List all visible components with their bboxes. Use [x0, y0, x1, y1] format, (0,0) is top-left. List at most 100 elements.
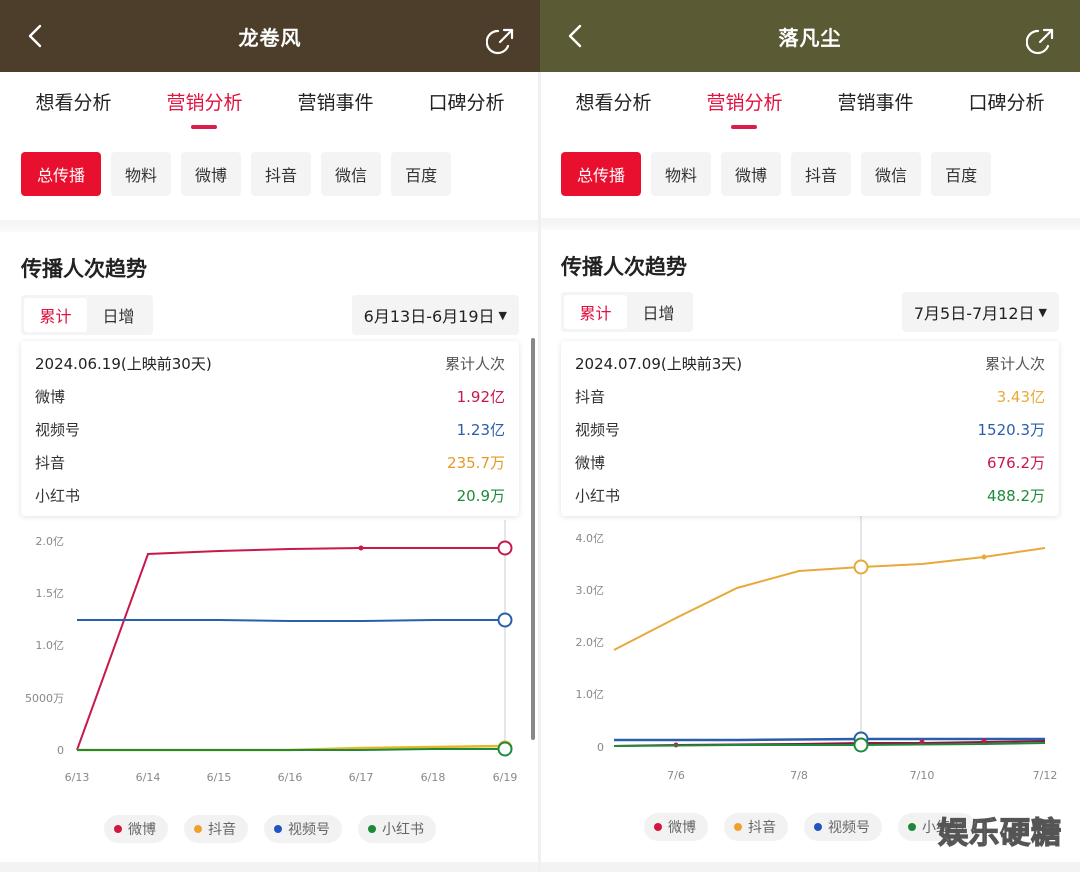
svg-text:0: 0: [57, 744, 64, 757]
tooltip-row-value: 1.92亿: [456, 388, 505, 406]
svg-text:1.0亿: 1.0亿: [36, 639, 65, 652]
tooltip-row-name: 视频号: [35, 421, 81, 439]
svg-text:7/12: 7/12: [1033, 769, 1058, 782]
tooltip-row-value: 235.7万: [447, 454, 505, 472]
y-axis-labels: 2.0亿 1.5亿 1.0亿 5000万 0: [25, 535, 64, 757]
chip-baidu[interactable]: 百度: [931, 152, 992, 196]
legend-item-weibo[interactable]: 微博: [644, 813, 708, 841]
chip-douyin[interactable]: 抖音: [791, 152, 852, 196]
date-range-select[interactable]: 7月5日-7月12日 ▼: [901, 292, 1059, 332]
tooltip-row-name: 小红书: [35, 487, 81, 505]
dot-icon: [734, 823, 742, 831]
legend-item-douyin[interactable]: 抖音: [724, 813, 788, 841]
chip-wechat[interactable]: 微信: [861, 152, 922, 196]
chip-wechat[interactable]: 微信: [321, 152, 382, 196]
chip-total[interactable]: 总传播: [21, 152, 101, 196]
highlight-point-xiaohongshu: [497, 741, 513, 757]
watermark: 娱乐硬糖: [937, 815, 1062, 851]
toggle-daily[interactable]: 日增: [642, 304, 675, 323]
tooltip-row: 微博 1.92亿: [35, 380, 505, 413]
tooltip-row-name: 抖音: [575, 388, 606, 406]
svg-text:6/13: 6/13: [65, 771, 90, 784]
mode-toggle: 累计 日增: [561, 292, 693, 332]
dot-icon: [114, 825, 122, 833]
legend-item-xiaohongshu[interactable]: 小红书: [358, 815, 436, 843]
series-shipinhao: [77, 619, 505, 622]
legend-item-xiaohongshu[interactable]: 小红书: [898, 813, 976, 841]
chip-weibo[interactable]: 微博: [721, 152, 782, 196]
svg-text:6/16: 6/16: [278, 771, 303, 784]
series-weibo: [76, 547, 505, 751]
tooltip-row-value: 20.9万: [456, 487, 505, 505]
svg-text:6/14: 6/14: [136, 771, 161, 784]
legend-label: 微博: [668, 820, 696, 836]
toggle-cumulative[interactable]: 累计: [564, 295, 627, 329]
bottom-divider: [0, 862, 540, 872]
legend-item-douyin[interactable]: 抖音: [184, 815, 248, 843]
tooltip-metric-label: 累计人次: [444, 355, 505, 373]
series-xiaohongshu: [77, 748, 505, 751]
tab-reputation-analysis[interactable]: 口碑分析: [428, 92, 505, 114]
legend-item-shipinhao[interactable]: 视频号: [264, 815, 342, 843]
highlight-point-weibo: [497, 540, 513, 556]
tooltip-row: 视频号 1520.3万: [575, 413, 1045, 446]
tooltip-metric-label: 累计人次: [984, 355, 1045, 373]
dot-icon: [368, 825, 376, 833]
section-divider: [0, 220, 540, 232]
share-icon[interactable]: [1026, 26, 1056, 56]
chip-materials[interactable]: 物料: [111, 152, 172, 196]
header: 龙卷风: [0, 0, 540, 72]
tooltip-row: 视频号 1.23亿: [35, 413, 505, 446]
dot-icon: [274, 825, 282, 833]
page-title: 落凡尘: [778, 25, 842, 50]
chevron-left-icon[interactable]: [22, 22, 50, 50]
tab-marketing-analysis[interactable]: 营销分析: [166, 72, 243, 132]
legend-item-shipinhao[interactable]: 视频号: [804, 813, 882, 841]
svg-text:7/10: 7/10: [910, 769, 935, 782]
legend-label: 视频号: [288, 822, 330, 838]
chip-weibo[interactable]: 微博: [181, 152, 242, 196]
tab-bar: 想看分析 营销分析 营销事件 口碑分析: [540, 72, 1080, 132]
tooltip-date: 2024.07.09(上映前3天): [575, 355, 743, 373]
x-axis-labels: 7/6 7/8 7/10 7/12: [667, 769, 1057, 782]
chart-legend: 微博 抖音 视频号 小红书: [540, 813, 1080, 841]
svg-text:6/18: 6/18: [421, 771, 446, 784]
tab-marketing-events[interactable]: 营销事件: [837, 92, 914, 114]
svg-text:4.0亿: 4.0亿: [576, 532, 605, 545]
tooltip-card: 2024.06.19(上映前30天) 累计人次 微博 1.92亿 视频号 1.2…: [21, 341, 519, 516]
tab-reputation-analysis[interactable]: 口碑分析: [968, 92, 1045, 114]
tooltip-row-name: 微博: [575, 454, 606, 472]
chip-baidu[interactable]: 百度: [391, 152, 452, 196]
tab-want-analysis[interactable]: 想看分析: [575, 92, 652, 114]
svg-text:7/8: 7/8: [790, 769, 808, 782]
tooltip-row: 小红书 488.2万: [575, 479, 1045, 512]
tab-marketing-events[interactable]: 营销事件: [297, 92, 374, 114]
scrollbar[interactable]: [531, 338, 535, 740]
legend-label: 小红书: [382, 822, 424, 838]
tooltip-row-name: 视频号: [575, 421, 621, 439]
legend-label: 视频号: [828, 820, 870, 836]
series-douyin: [613, 547, 1046, 651]
dot-icon: [908, 823, 916, 831]
legend-item-weibo[interactable]: 微博: [104, 815, 168, 843]
bottom-divider: [540, 862, 1080, 872]
section-title: 传播人次趋势: [561, 255, 687, 279]
tooltip-row: 抖音 235.7万: [35, 446, 505, 479]
date-range-value: 7月5日-7月12日: [913, 304, 1035, 323]
trend-chart: 4.0亿 3.0亿 2.0亿 1.0亿 0 7/6 7/8 7/10 7/12: [576, 515, 1057, 782]
chevron-left-icon[interactable]: [562, 22, 590, 50]
chip-douyin[interactable]: 抖音: [251, 152, 312, 196]
trend-chart: 2.0亿 1.5亿 1.0亿 5000万 0 6/13 6/14 6/15 6/…: [25, 520, 518, 784]
x-axis-labels: 6/13 6/14 6/15 6/16 6/17 6/18 6/19: [65, 771, 518, 784]
chip-total[interactable]: 总传播: [561, 152, 641, 196]
series-shipinhao: [614, 737, 1045, 742]
highlight-point-shipinhao: [497, 612, 513, 628]
tooltip-date: 2024.06.19(上映前30天): [35, 355, 212, 373]
tab-marketing-analysis[interactable]: 营销分析: [706, 72, 783, 132]
chip-materials[interactable]: 物料: [651, 152, 712, 196]
toggle-daily[interactable]: 日增: [102, 307, 135, 326]
date-range-select[interactable]: 6月13日-6月19日 ▼: [351, 295, 519, 335]
toggle-cumulative[interactable]: 累计: [24, 298, 87, 332]
share-icon[interactable]: [486, 26, 516, 56]
tab-want-analysis[interactable]: 想看分析: [35, 92, 112, 114]
